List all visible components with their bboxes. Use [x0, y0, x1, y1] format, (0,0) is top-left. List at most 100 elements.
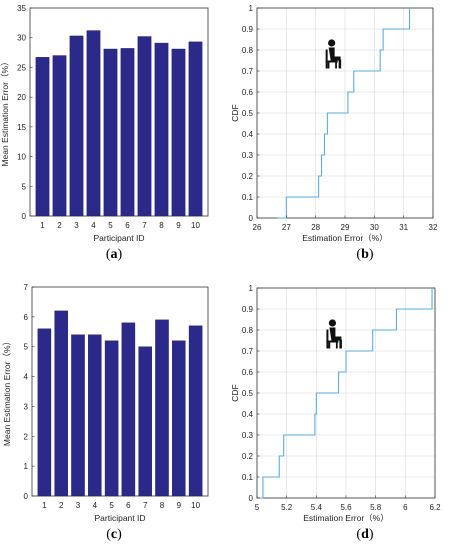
y-tick-label: 6 — [24, 313, 29, 322]
y-tick-label: 0.8 — [242, 46, 254, 55]
bar — [154, 42, 169, 217]
bar — [104, 340, 119, 497]
y-tick-label: 2 — [24, 432, 29, 441]
cdf-step-line — [277, 8, 411, 219]
x-tick-label: 7 — [142, 221, 147, 230]
x-tick-label: 6 — [126, 501, 131, 510]
bar — [138, 346, 152, 497]
icon-chair-leg — [335, 342, 338, 349]
x-tick-label: 4 — [91, 221, 96, 230]
x-tick-label: 5 — [109, 501, 114, 510]
caption-c-letter: c — [110, 527, 118, 542]
x-tick-label: 6.2 — [429, 503, 441, 512]
bar-chart-c: 1 2 3 4 5 6 7 8 9 10 0 1 2 3 4 5 6 7 Participant ID Mean Es… — [2, 283, 209, 523]
y-axis-label: Mean Estimation Error（%） — [2, 337, 12, 446]
y-tick-label: 0 — [249, 214, 254, 223]
caption-b: (b) — [356, 247, 374, 262]
y-tick-label: 3 — [24, 402, 29, 411]
caption-a: (a) — [105, 247, 123, 262]
bar — [52, 55, 67, 217]
x-tick-label: 6 — [125, 221, 130, 230]
x-tick-label: 31 — [399, 223, 408, 232]
x-tick-label: 5 — [108, 221, 113, 230]
chart-panel-d: 5 5.2 5.4 5.6 5.8 6 6.2 0 0.1 0.2 0.3 0.4 0.5 0.6 0.7 0… — [229, 272, 457, 550]
y-tick-label: 0.2 — [242, 172, 254, 181]
x-tick-label: 7 — [143, 501, 148, 510]
x-tick-label: 5.2 — [281, 503, 293, 512]
bar — [121, 322, 136, 497]
y-tick-label: 10 — [17, 153, 26, 162]
bar — [120, 48, 135, 217]
bar — [137, 36, 152, 217]
y-tick-label: 30 — [17, 34, 26, 43]
icon-chair-leg — [335, 62, 337, 69]
y-tick-label: 0.5 — [242, 109, 254, 118]
bar — [35, 57, 50, 217]
x-tick-label: 3 — [76, 501, 81, 510]
bar — [172, 340, 186, 497]
y-tick-label: 7 — [24, 283, 29, 292]
y-tick-label: 0.7 — [242, 347, 254, 356]
icon-head — [328, 319, 337, 327]
y-tick-label: 25 — [17, 63, 26, 72]
caption-a-letter: a — [110, 247, 118, 262]
x-tick-label: 3 — [74, 221, 79, 230]
x-tick-label: 4 — [93, 501, 98, 510]
y-tick-label: 0.9 — [242, 25, 254, 34]
x-axis-label: Participant ID — [94, 513, 145, 523]
y-tick-label: 0.4 — [242, 410, 254, 419]
bar — [188, 41, 203, 217]
x-tick-label: 2 — [59, 501, 64, 510]
y-axis-label: CDF — [230, 104, 240, 121]
caption-c: (c) — [106, 527, 122, 542]
x-tick-label: 27 — [282, 223, 291, 232]
x-tick-label: 28 — [311, 223, 320, 232]
y-tick-label: 35 — [17, 4, 26, 13]
x-tick-label: 1 — [40, 221, 45, 230]
y-tick-label: 0 — [24, 492, 29, 501]
y-tick-label: 0.1 — [242, 473, 254, 482]
caption-d-letter: d — [361, 527, 369, 542]
x-tick-label: 32 — [429, 223, 438, 232]
icon-chair-seat — [326, 340, 339, 343]
y-tick-label: 0.8 — [242, 326, 254, 335]
x-tick-label: 1 — [42, 501, 47, 510]
y-tick-label: 4 — [24, 373, 29, 382]
x-tick-label: 29 — [341, 223, 350, 232]
y-tick-label: 0.6 — [242, 88, 254, 97]
y-axis-label: Mean Estimation Error（%） — [0, 57, 10, 166]
y-tick-label: 1 — [249, 284, 254, 293]
x-tick-label: 9 — [177, 501, 182, 510]
cdf-chart-b: 26 27 28 29 30 31 32 0 0.1 0.2 0.3 0.4 0.5 0.6 0.7 0.8 0… — [230, 4, 438, 243]
x-tick-label: 5.8 — [370, 503, 382, 512]
x-tick-label: 5.4 — [311, 503, 323, 512]
chart-panel-b: 26 27 28 29 30 31 32 0 0.1 0.2 0.3 0.4 0.5 0.6 0.7 0.8 0… — [229, 0, 457, 272]
bar — [54, 310, 68, 497]
seated-person-icon — [326, 319, 342, 349]
x-tick-label: 26 — [253, 223, 262, 232]
y-tick-label: 0.1 — [242, 193, 254, 202]
y-tick-label: 0.3 — [242, 151, 254, 160]
y-tick-label: 20 — [17, 93, 26, 102]
x-tick-label: 5.6 — [340, 503, 352, 512]
x-tick-label: 30 — [370, 223, 379, 232]
x-tick-label: 5 — [255, 503, 260, 512]
x-tick-label: 6 — [403, 503, 408, 512]
bar — [188, 325, 203, 497]
icon-chair-back — [325, 49, 328, 69]
icon-leg — [338, 59, 342, 69]
icon-body — [328, 47, 341, 61]
y-tick-label: 15 — [17, 123, 26, 132]
bar-chart-a: 1 2 3 4 5 6 7 8 9 10 0 5 10 15 20 25 30 35 Participant ID M… — [0, 4, 209, 243]
icon-body — [329, 327, 342, 341]
x-tick-label: 10 — [191, 501, 200, 510]
cdf-chart-d: 5 5.2 5.4 5.6 5.8 6 6.2 0 0.1 0.2 0.3 0.4 0.5 0.6 0.7 0… — [230, 284, 441, 523]
y-tick-label: 0.5 — [242, 389, 254, 398]
chart-panel-c: 1 2 3 4 5 6 7 8 9 10 0 1 2 3 4 5 6 7 Participant ID Mean Es… — [0, 272, 228, 550]
icon-chair-leg — [327, 62, 330, 69]
chart-panel-a: 1 2 3 4 5 6 7 8 9 10 0 5 10 15 20 25 30 35 Participant ID M… — [0, 0, 228, 272]
seated-person-icon — [325, 39, 342, 69]
bar — [69, 35, 84, 217]
bar — [103, 48, 118, 217]
bar — [71, 334, 85, 497]
